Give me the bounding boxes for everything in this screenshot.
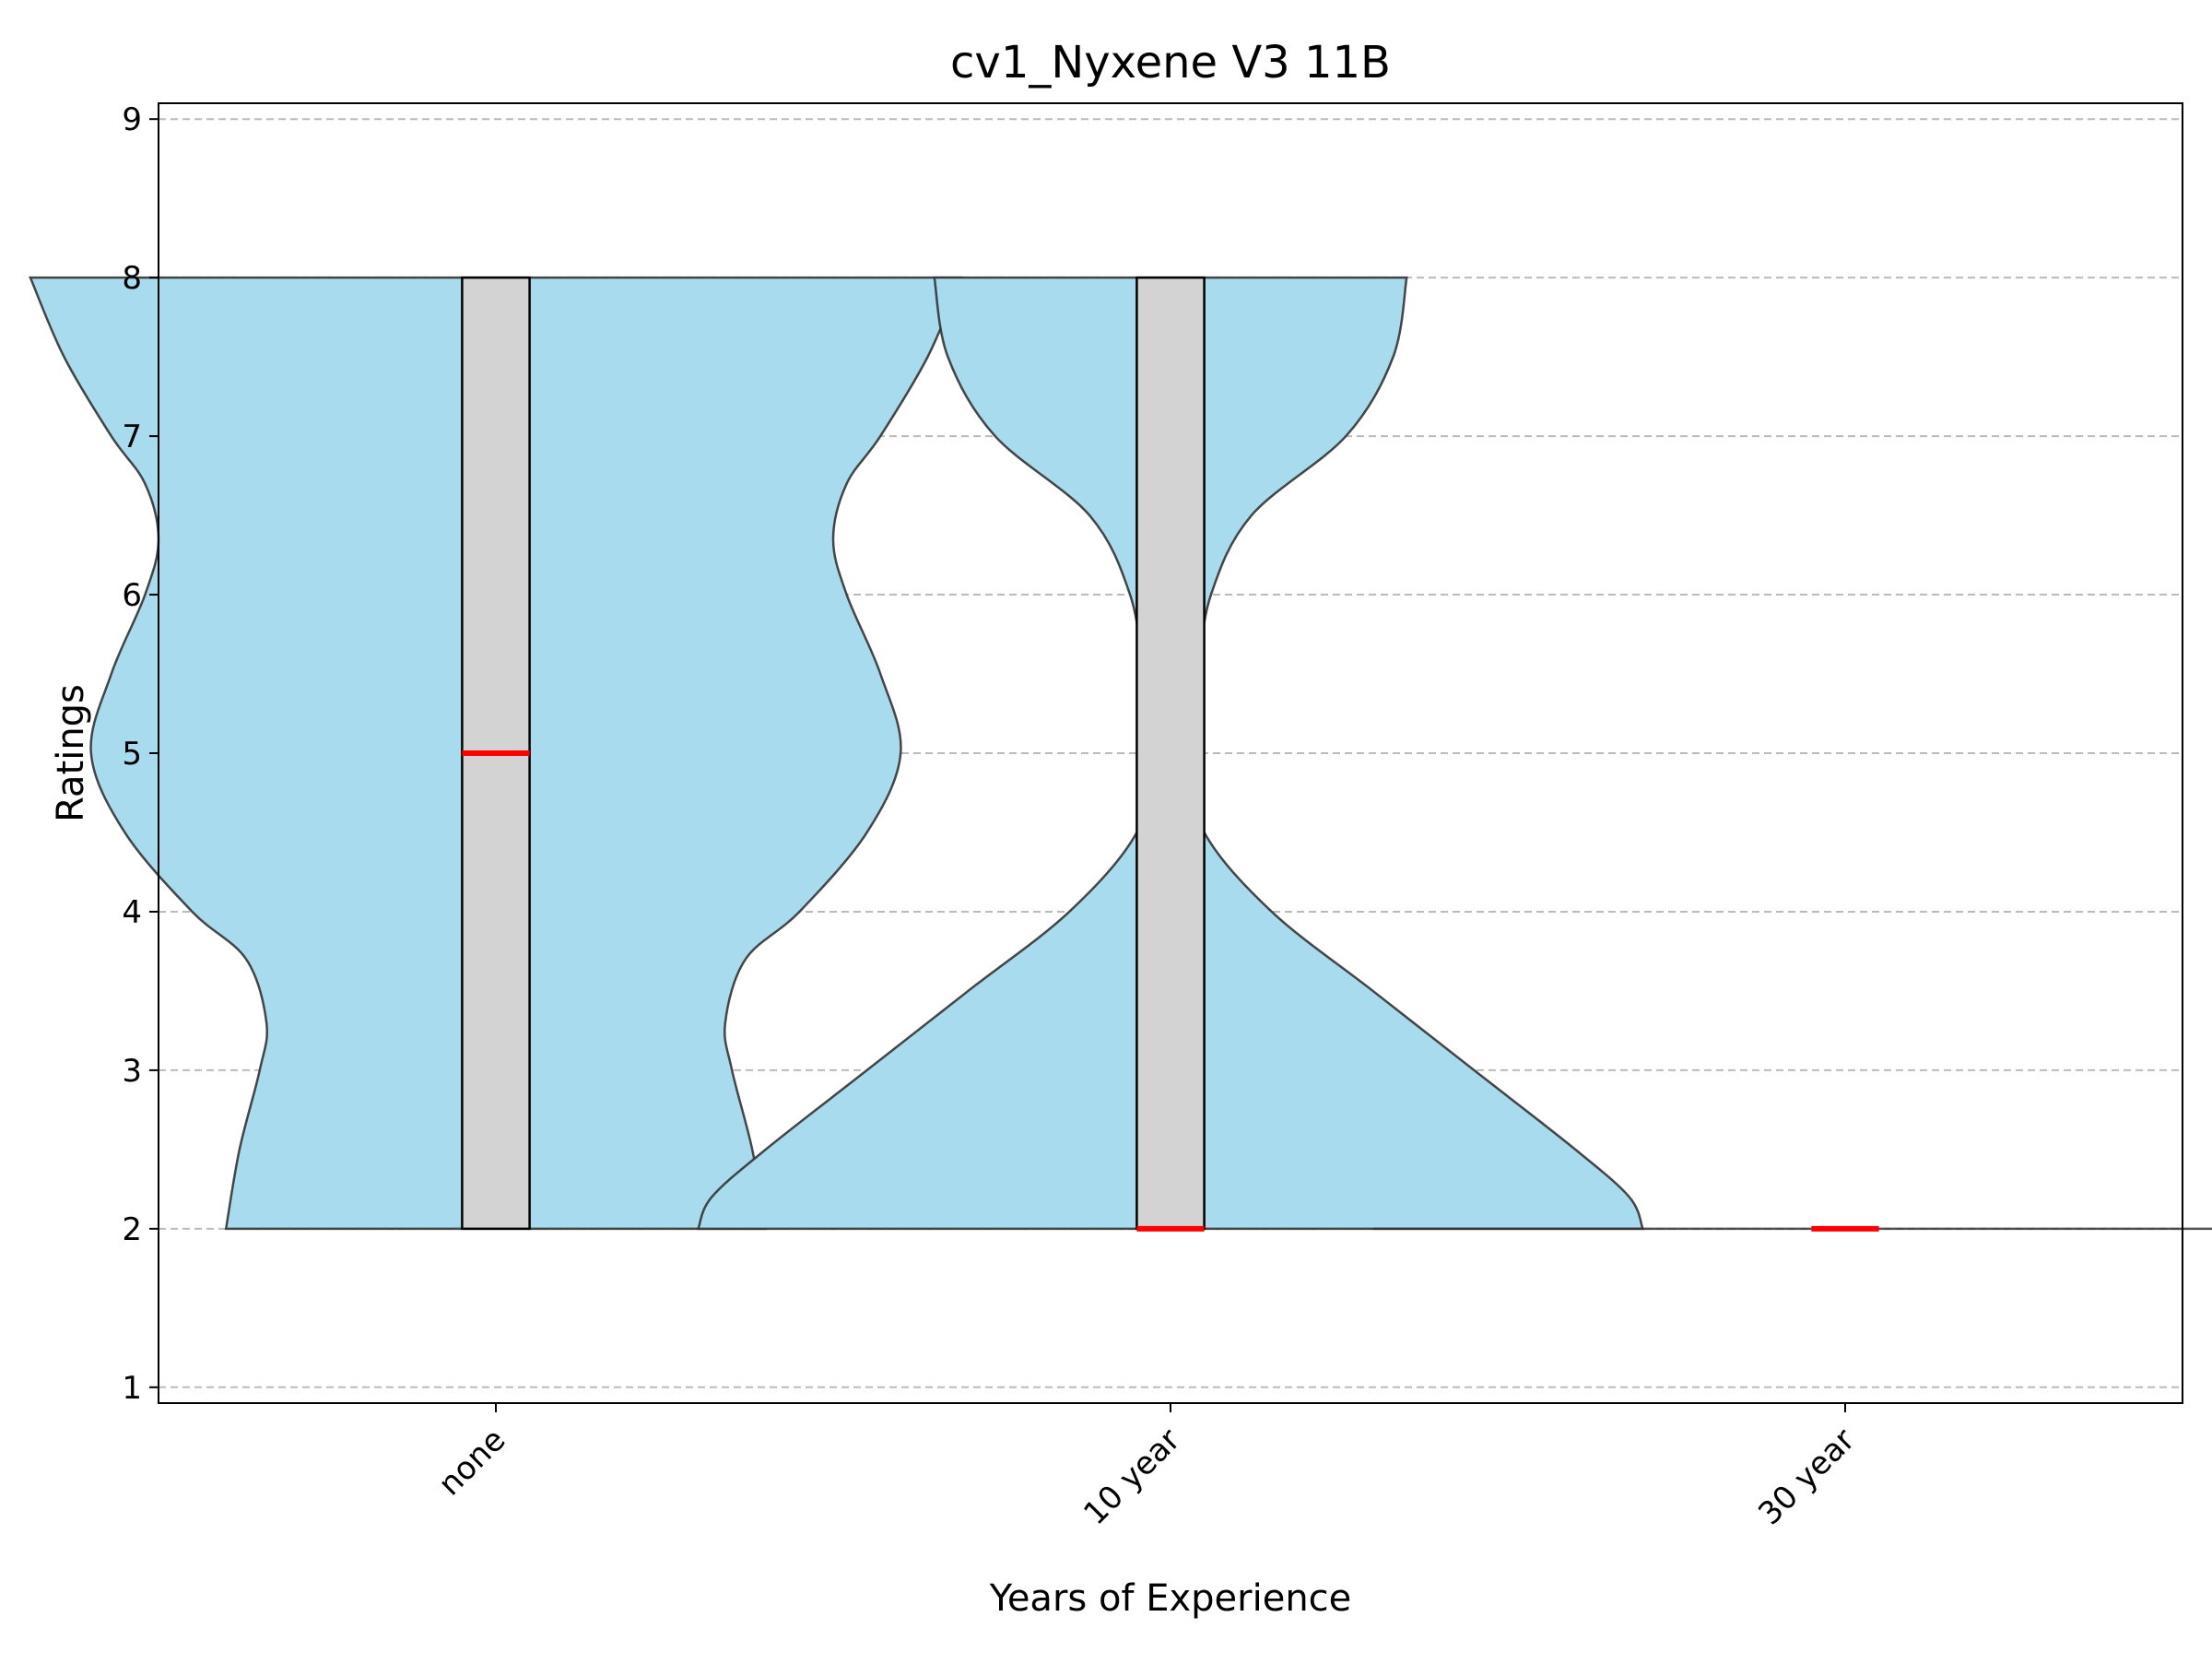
y-tick-label-3: 3 — [122, 1053, 142, 1090]
y-tick-label-4: 4 — [122, 894, 142, 931]
x-tick-label-1: 10 year — [1077, 1422, 1187, 1532]
x-tick-label-0: none — [431, 1422, 512, 1503]
x-axis-label: Years of Experience — [989, 1577, 1352, 1620]
chart-title: cv1_Nyxene V3 11B — [950, 37, 1391, 89]
y-tick-label-8: 8 — [122, 260, 142, 297]
box-1 — [1135, 276, 1206, 1231]
y-tick-label-7: 7 — [122, 419, 142, 455]
y-tick-label-9: 9 — [122, 101, 142, 138]
y-axis-label: Ratings — [50, 684, 92, 822]
y-tick-label-5: 5 — [122, 736, 142, 773]
x-tick-label-2: 30 year — [1751, 1422, 1862, 1532]
y-tick-label-2: 2 — [122, 1211, 142, 1248]
y-tick-label-6: 6 — [122, 577, 142, 614]
box-layer — [461, 276, 1879, 1232]
y-tick-label-1: 1 — [122, 1370, 142, 1407]
